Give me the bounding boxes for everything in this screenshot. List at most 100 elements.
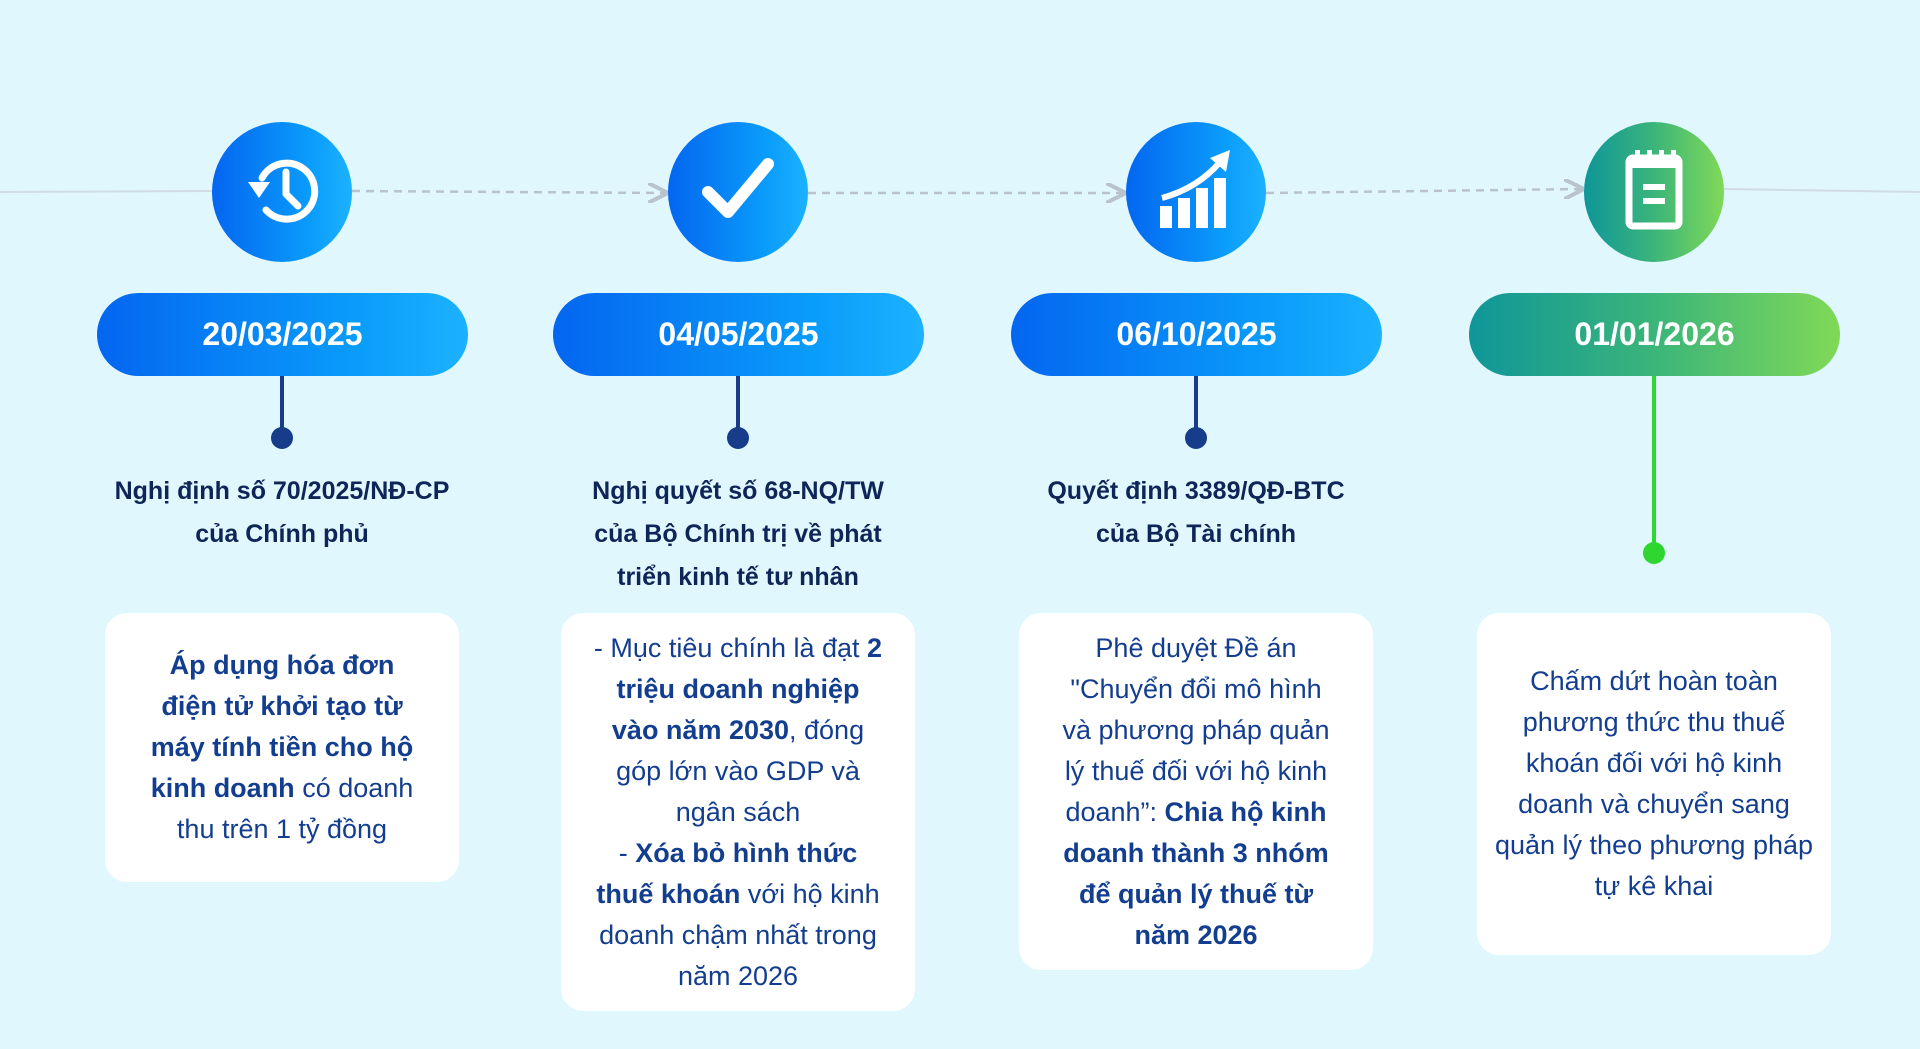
text: doanh”: [1065, 796, 1165, 827]
bold-text: điện tử khởi tạo từ [161, 691, 403, 721]
description-line: doanh thành 3 nhóm [1063, 833, 1328, 874]
bold-text: Xóa bỏ hình thức [635, 837, 858, 868]
description-line: Chấm dứt hoàn toàn [1530, 661, 1778, 702]
description-card: - Mục tiêu chính là đạt 2 triệu doanh ngh… [561, 613, 915, 1011]
milestone-1: 20/03/2025 Nghị định số 70/2025/NĐ-CP của … [72, 0, 492, 1049]
document-title: Nghị định số 70/2025/NĐ-CP của Chính phủ [72, 470, 492, 556]
bold-text: kinh doanh [150, 773, 295, 803]
track-connector-1 [351, 191, 666, 193]
document-title-line: của Bộ Tài chính [1095, 520, 1297, 548]
checkmark-icon [698, 150, 778, 235]
milestone-3: 06/10/2025 Quyết định 3389/QĐ-BTC của Bộ T… [986, 0, 1406, 1049]
description-line: kinh doanh có doanh [151, 768, 414, 809]
date-label: 04/05/2025 [658, 316, 819, 352]
bold-text: Áp dụng hóa đơn [169, 650, 395, 680]
description-line: ngân sách [676, 792, 801, 833]
text: doanh và chuyển sang [1518, 789, 1790, 819]
date-label: 01/01/2026 [1574, 316, 1735, 352]
history-clock-icon [240, 148, 324, 237]
text: ngân sách [675, 796, 801, 827]
connector-dot [271, 427, 293, 449]
bold-text: doanh thành 3 nhóm [1063, 837, 1329, 868]
milestone-icon-circle [668, 122, 808, 262]
description-line: - Xóa bỏ hình thức [619, 833, 858, 874]
text: khoán đối với hộ kinh [1525, 748, 1783, 778]
text: năm 2026 [677, 960, 799, 991]
bold-text: 2 [867, 632, 883, 663]
description-line: năm 2026 [1134, 915, 1257, 956]
bold-text: năm 2026 [1134, 919, 1258, 950]
description-line: - Mục tiêu chính là đạt 2 [594, 628, 882, 669]
date-pill: 20/03/2025 [97, 293, 468, 376]
description-line: quản lý theo phương pháp [1495, 825, 1813, 866]
connector-dot [1643, 542, 1665, 564]
text: "Chuyển đổi mô hình [1070, 673, 1322, 704]
text: lý thuế đối với hộ kinh [1064, 755, 1328, 786]
text: doanh chậm nhất trong [599, 919, 877, 950]
description-line: lý thuế đối với hộ kinh [1065, 751, 1327, 792]
description-card: Áp dụng hóa đơn điện tử khởi tạo từ máy tí… [105, 613, 459, 882]
description-line: phương thức thu thuế [1523, 702, 1786, 743]
document-title-line: Nghị định số 70/2025/NĐ-CP [114, 477, 450, 505]
connector-stem [736, 376, 740, 432]
description-line: và phương pháp quản [1063, 710, 1330, 751]
document-title-line: của Bộ Chính trị về phát [594, 520, 882, 548]
track-right-line [1723, 188, 1920, 193]
connector-stem [1652, 376, 1656, 547]
description-card: Chấm dứt hoàn toàn phương thức thu thuế kh… [1477, 613, 1831, 955]
milestone-4: 01/01/2026 Chấm dứt hoàn toàn phương thức … [1444, 0, 1864, 1049]
description-line: doanh chậm nhất trong [599, 915, 877, 956]
text: - Mục tiêu chính là đạt [593, 632, 868, 663]
bold-text: triệu doanh nghiệp [616, 673, 860, 704]
text: , đóng [789, 714, 865, 745]
document-title-line: Quyết định 3389/QĐ-BTC [1047, 477, 1345, 505]
track-connector-3 [1265, 189, 1582, 193]
milestone-2: 04/05/2025 Nghị quyết số 68-NQ/TW của Bộ C… [528, 0, 948, 1049]
growth-chart-icon [1154, 148, 1238, 237]
milestone-icon-circle [212, 122, 352, 262]
document-title: Quyết định 3389/QĐ-BTC của Bộ Tài chính [986, 470, 1406, 556]
description-line: tự kê khai [1595, 866, 1714, 907]
text: và phương pháp quản [1062, 714, 1330, 745]
milestone-icon-circle [1126, 122, 1266, 262]
text: - [618, 837, 636, 868]
description-line: khoán đối với hộ kinh [1526, 743, 1782, 784]
text: với hộ kinh [740, 878, 880, 909]
bold-text: thuế khoán [596, 878, 741, 909]
text: tự kê khai [1594, 871, 1714, 901]
document-title-line: của Chính phủ [195, 520, 369, 548]
connector-dot [727, 427, 749, 449]
connector-dot [1185, 427, 1207, 449]
text: Chấm dứt hoàn toàn [1530, 666, 1778, 696]
date-label: 20/03/2025 [202, 316, 363, 352]
description-line: góp lớn vào GDP và [616, 751, 860, 792]
description-line: để quản lý thuế từ [1079, 874, 1313, 915]
description-line: doanh”: Chia hộ kinh [1065, 792, 1326, 833]
description-line: doanh và chuyển sang [1518, 784, 1790, 825]
description-line: vào năm 2030, đóng [612, 710, 864, 751]
text: góp lớn vào GDP và [616, 755, 860, 786]
description-card: Phê duyệt Đề án "Chuyển đổi mô hình và phư… [1019, 613, 1373, 970]
bold-text: vào năm 2030 [611, 714, 790, 745]
bold-text: Chia hộ kinh [1164, 796, 1327, 827]
text: quản lý theo phương pháp [1494, 830, 1814, 860]
track-left-line [0, 190, 213, 193]
description-line: thuế khoán với hộ kinh [596, 874, 879, 915]
description-line: triệu doanh nghiệp [617, 669, 860, 710]
description-line: Áp dụng hóa đơn [170, 645, 395, 686]
text: Phê duyệt Đề án [1095, 632, 1297, 663]
text: phương thức thu thuế [1522, 707, 1786, 737]
milestone-icon-circle [1584, 122, 1724, 262]
document-title-line: triển kinh tế tư nhân [617, 563, 859, 591]
description-line: năm 2026 [678, 956, 798, 997]
description-line: "Chuyển đổi mô hình [1070, 669, 1321, 710]
description-line: máy tính tiền cho hộ [151, 727, 414, 768]
document-title: Nghị quyết số 68-NQ/TW của Bộ Chính trị v… [528, 470, 948, 599]
text: thu trên 1 tỷ đồng [176, 814, 388, 844]
text: có doanh [294, 773, 414, 803]
date-label: 06/10/2025 [1116, 316, 1277, 352]
date-pill: 04/05/2025 [553, 293, 924, 376]
description-line: thu trên 1 tỷ đồng [177, 809, 387, 850]
document-title-line: Nghị quyết số 68-NQ/TW [592, 477, 884, 505]
timeline-track [0, 0, 1920, 300]
